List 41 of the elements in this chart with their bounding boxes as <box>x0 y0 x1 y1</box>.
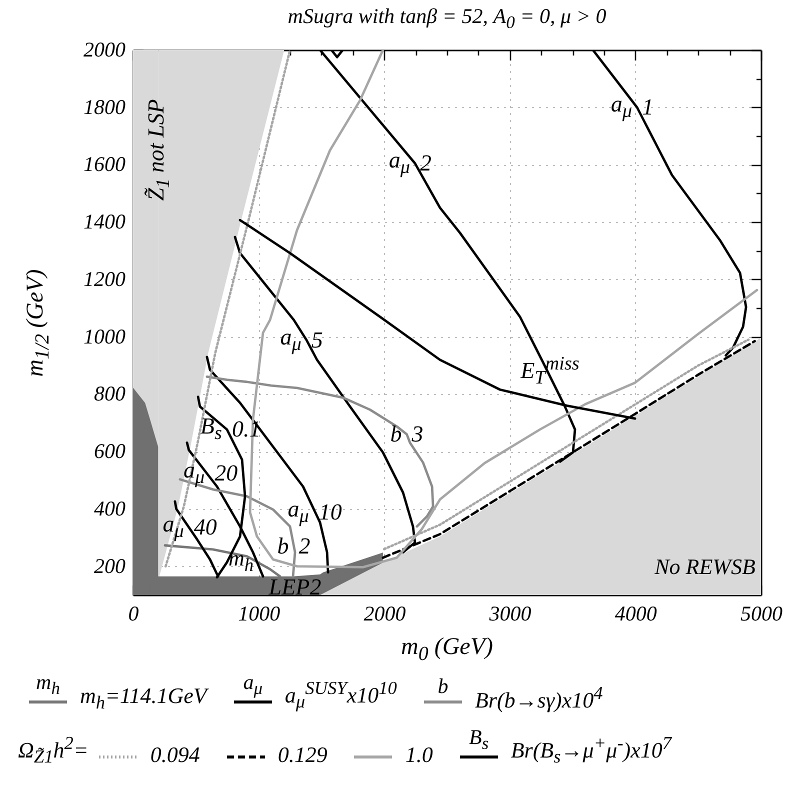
legend-label: Br(b→sγ)x10$^{4}$ <box>474 682 603 714</box>
legend-label: 0.129 <box>278 742 328 768</box>
annotation: LEP2 <box>268 574 322 600</box>
x-axis-title: m$_{0}$ (GeV) <box>401 634 493 665</box>
legend-title: Ω$_{Z̃1}$h$^{2}$= <box>18 733 88 768</box>
x-tick-label: 1000 <box>238 602 281 626</box>
annotation: a$_{μ}$ 1 <box>610 92 654 123</box>
x-tick-label: 0 <box>128 602 140 626</box>
y-tick-label: 400 <box>94 496 126 520</box>
y-tick-label: 1600 <box>84 152 126 176</box>
annotation: a$_{μ}$ 10 <box>288 496 342 528</box>
y-tick-label: 2000 <box>84 38 126 62</box>
y-tick-label: 200 <box>94 554 126 578</box>
annotation: b 2 <box>277 534 310 559</box>
annotation: b 3 <box>390 422 424 447</box>
y-tick-label: 1400 <box>84 210 126 234</box>
y-tick-label: 1000 <box>84 324 126 348</box>
annotation: a$_{μ}$ 2 <box>388 148 432 179</box>
legend-label: a$_{μ}$$^{SUSY}$x10$^{10}$ <box>284 678 397 714</box>
x-tick-label: 3000 <box>488 602 532 626</box>
legend-label: 1.0 <box>405 742 433 768</box>
text: b <box>438 674 448 700</box>
x-tick-label: 5000 <box>740 602 783 626</box>
y-tick-label: 600 <box>94 439 126 464</box>
y-tick-label: 1800 <box>84 94 126 119</box>
x-tick-label: 2000 <box>364 602 406 626</box>
text: a$_{μ}$ <box>243 670 263 700</box>
chart-title: mSugra with tanβ = 52, A$_{0}$ = 0, μ > 0 <box>288 4 606 32</box>
annotation: a$_{μ}$ 5 <box>280 324 323 355</box>
legend-label: Br(B$_{s}$→μ$^{+}$μ$^{-}$)x10$^{7}$ <box>510 733 672 768</box>
legend-label: 0.094 <box>150 742 200 768</box>
text: m$_{h}$ <box>36 670 60 700</box>
text: B$_{s}$ <box>468 725 489 754</box>
legend-label: m$_{h}$=114.1GeV <box>80 682 207 714</box>
annotation: a$_{μ}$ 40 <box>162 512 217 543</box>
annotation: No REWSB <box>654 554 756 579</box>
annotation: m$_{h}$ <box>228 546 254 576</box>
x-tick-label: 4000 <box>614 602 658 626</box>
y-tick-label: 800 <box>94 382 126 406</box>
annotation: a$_{μ}$ 20 <box>183 457 238 488</box>
y-tick-label: 1200 <box>84 266 126 291</box>
